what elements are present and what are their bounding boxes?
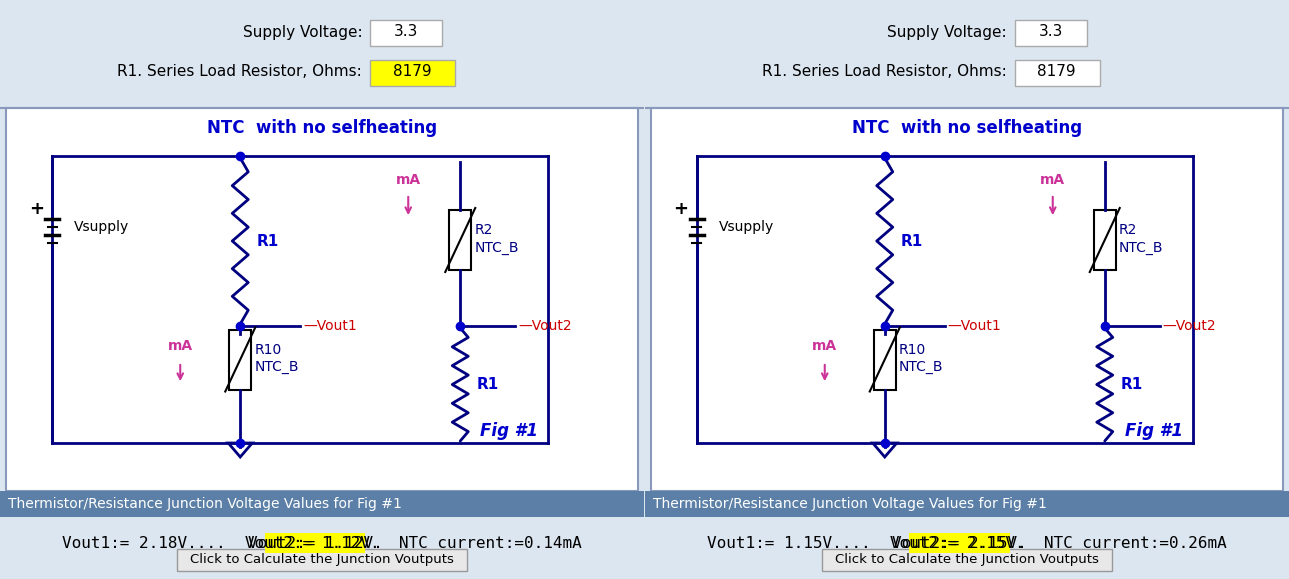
Text: NTC_B: NTC_B — [1119, 241, 1163, 255]
Text: NTC_B: NTC_B — [898, 361, 944, 375]
Text: R10: R10 — [898, 343, 926, 357]
Bar — [822, 549, 1111, 571]
Text: R1: R1 — [1120, 377, 1143, 392]
Bar — [644, 491, 1289, 517]
Text: +: + — [28, 200, 44, 218]
Text: R1: R1 — [257, 233, 278, 248]
Bar — [1094, 210, 1116, 270]
Text: 3.3: 3.3 — [394, 24, 419, 39]
Bar — [1014, 20, 1087, 46]
Text: Vout1:= 2.18V....  Vout2:= 1.12V.  NTC current:=0.14mA: Vout1:= 2.18V.... Vout2:= 1.12V. NTC cur… — [62, 536, 583, 551]
Text: R2: R2 — [474, 223, 492, 237]
Text: —Vout1: —Vout1 — [303, 319, 357, 333]
Text: Fig #1: Fig #1 — [481, 422, 539, 440]
Text: Click to Calculate the Junction Voutputs: Click to Calculate the Junction Voutputs — [191, 554, 454, 566]
Text: R2: R2 — [1119, 223, 1137, 237]
Bar — [178, 549, 467, 571]
Bar — [450, 210, 472, 270]
Text: mA: mA — [1040, 173, 1065, 187]
Text: NTC_B: NTC_B — [474, 241, 518, 255]
Text: Thermistor/Resistance Junction Voltage Values for Fig #1: Thermistor/Resistance Junction Voltage V… — [652, 497, 1047, 511]
Text: Vsupply: Vsupply — [719, 220, 773, 234]
Text: R1: R1 — [476, 377, 499, 392]
Text: R10: R10 — [254, 343, 281, 357]
Bar — [264, 533, 366, 553]
Bar — [0, 491, 644, 517]
Text: R1. Series Load Resistor, Ohms:: R1. Series Load Resistor, Ohms: — [762, 64, 1007, 79]
Text: Vout1:= 1.15V....  Vout2:= 2.15V.  NTC current:=0.26mA: Vout1:= 1.15V.... Vout2:= 2.15V. NTC cur… — [706, 536, 1227, 551]
Text: mA: mA — [812, 339, 838, 353]
Text: Supply Voltage:: Supply Voltage: — [242, 24, 362, 39]
Text: 3.3: 3.3 — [1039, 24, 1063, 39]
Bar — [0, 0, 644, 108]
Text: —Vout2: —Vout2 — [1163, 319, 1217, 333]
Text: NTC_B: NTC_B — [254, 361, 299, 375]
Text: NTC  with no selfheating: NTC with no selfheating — [852, 119, 1081, 137]
Text: 8179: 8179 — [1038, 64, 1076, 79]
Text: R1. Series Load Resistor, Ohms:: R1. Series Load Resistor, Ohms: — [117, 64, 362, 79]
Text: —Vout2: —Vout2 — [518, 319, 572, 333]
Bar — [644, 0, 1289, 108]
Bar — [0, 517, 644, 579]
Bar — [6, 108, 638, 491]
Text: +: + — [673, 200, 688, 218]
Text: Supply Voltage:: Supply Voltage: — [887, 24, 1007, 39]
Bar — [874, 329, 896, 390]
Text: NTC  with no selfheating: NTC with no selfheating — [208, 119, 437, 137]
Bar — [229, 329, 251, 390]
Text: —Vout1: —Vout1 — [947, 319, 1002, 333]
Text: Vout2:= 2.15V.: Vout2:= 2.15V. — [892, 536, 1027, 551]
Text: Vout2:= 1.12V.: Vout2:= 1.12V. — [247, 536, 383, 551]
Bar — [370, 20, 442, 46]
Text: Fig #1: Fig #1 — [1125, 422, 1183, 440]
Bar — [1014, 60, 1100, 86]
Text: Thermistor/Resistance Junction Voltage Values for Fig #1: Thermistor/Resistance Junction Voltage V… — [8, 497, 402, 511]
Bar — [651, 108, 1283, 491]
Text: R1: R1 — [901, 233, 923, 248]
Text: 8179: 8179 — [393, 64, 432, 79]
Text: mA: mA — [396, 173, 420, 187]
Bar — [370, 60, 455, 86]
Text: Vsupply: Vsupply — [75, 220, 129, 234]
Text: mA: mA — [168, 339, 193, 353]
Bar — [644, 517, 1289, 579]
Bar — [909, 533, 1011, 553]
Text: Click to Calculate the Junction Voutputs: Click to Calculate the Junction Voutputs — [835, 554, 1098, 566]
